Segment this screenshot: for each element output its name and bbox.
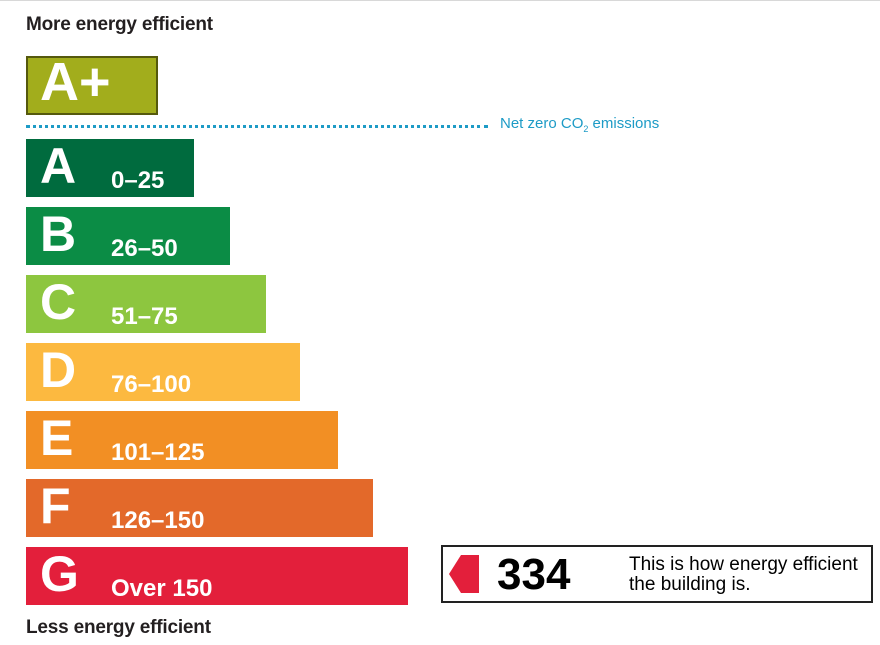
band-e-letter: E [40, 410, 74, 466]
band-b-range: 26–50 [111, 235, 178, 262]
band-d-letter: D [40, 342, 77, 398]
rating-description: This is how energy efficient the buildin… [629, 554, 858, 595]
band-c: C 51–75 [26, 274, 266, 333]
band-e-range: 101–125 [111, 439, 205, 466]
less-efficient-heading: Less energy efficient [26, 617, 211, 638]
band-c-letter: C [40, 274, 77, 330]
band-f-letter: F [40, 478, 71, 534]
band-b-letter: B [40, 206, 77, 262]
band-g-range: Over 150 [111, 575, 213, 602]
top-divider [0, 0, 880, 1]
band-e: E 101–125 [26, 410, 338, 469]
more-efficient-heading: More energy efficient [26, 14, 213, 35]
band-a-range: 0–25 [111, 167, 165, 194]
band-d: D 76–100 [26, 342, 300, 401]
band-c-range: 51–75 [111, 303, 178, 330]
net-zero-dotted-line [26, 125, 488, 128]
current-rating-box: 334 This is how energy efficient the bui… [441, 545, 873, 603]
rating-value: 334 [497, 550, 571, 599]
band-f-range: 126–150 [111, 507, 205, 534]
band-a: A 0–25 [26, 138, 194, 197]
band-a-plus: A+ [26, 52, 158, 115]
band-b: B 26–50 [26, 206, 230, 265]
band-f: F 126–150 [26, 478, 373, 537]
net-zero-label: Net zero CO2 emissions [500, 115, 660, 134]
band-a-letter: A [40, 138, 77, 194]
band-g-letter: G [40, 546, 79, 602]
rating-arrow-icon [449, 555, 479, 593]
band-d-range: 76–100 [111, 371, 192, 398]
band-a-plus-letter: A+ [40, 52, 111, 112]
band-g: G Over 150 [26, 546, 408, 605]
